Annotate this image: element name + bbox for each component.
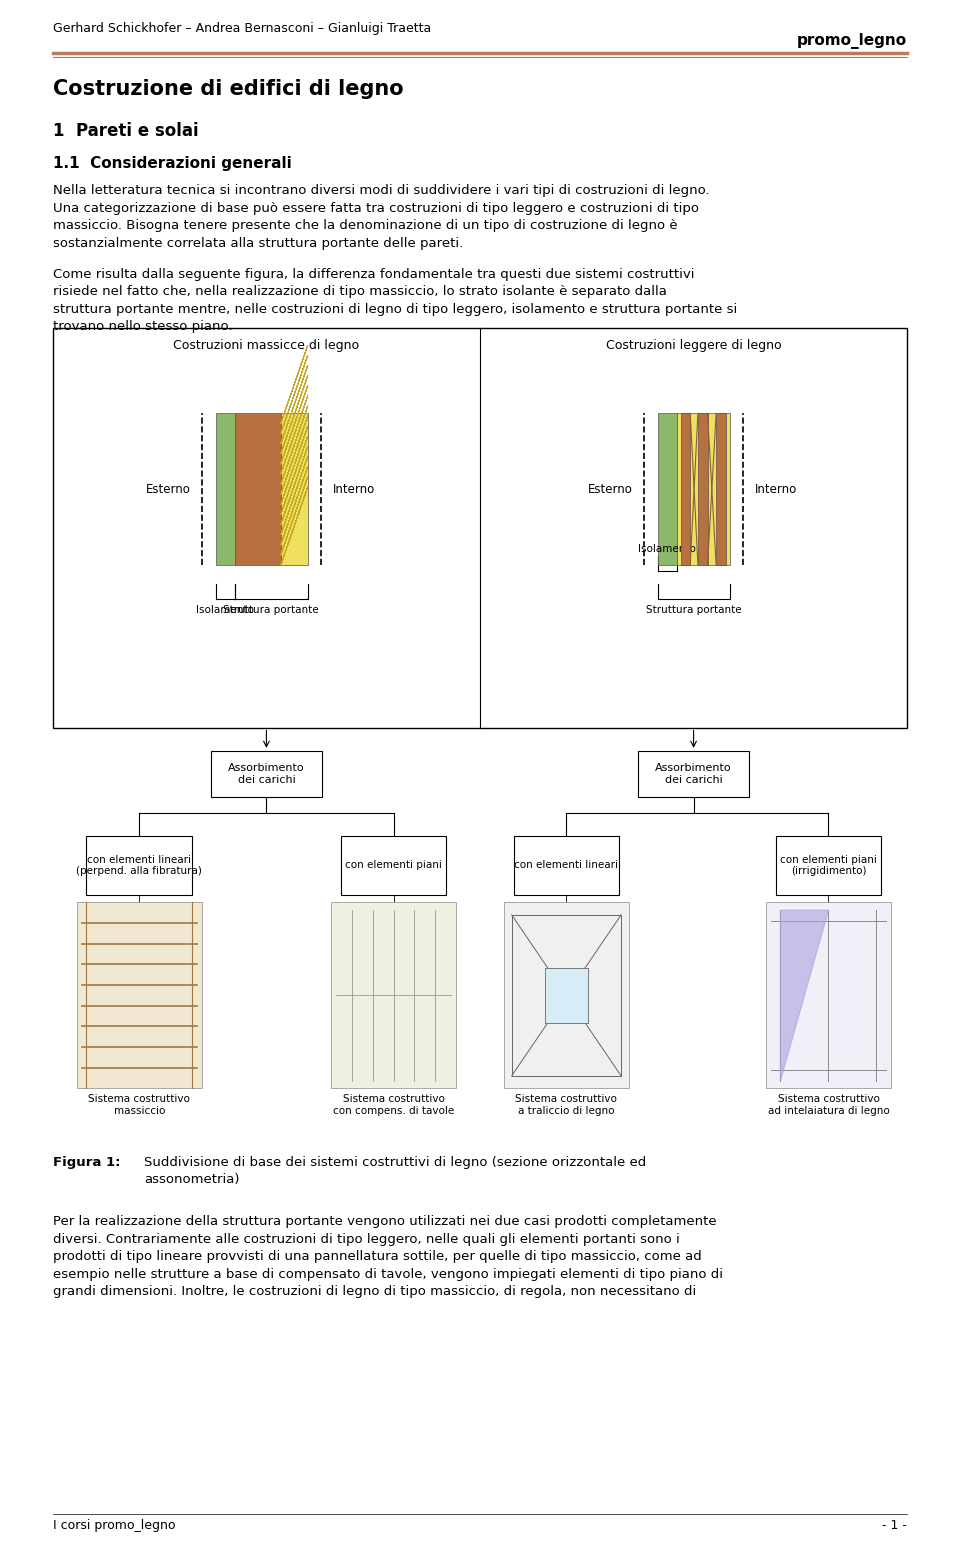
Bar (235, 413, 281, 565)
Text: Assorbimento
dei carichi: Assorbimento dei carichi (228, 763, 304, 785)
Text: Nella letteratura tecnica si incontrano diversi modi di suddividere i vari tipi : Nella letteratura tecnica si incontrano … (53, 184, 709, 249)
Text: con elementi piani: con elementi piani (346, 861, 442, 870)
Text: con elementi piani
(irrigidimento): con elementi piani (irrigidimento) (780, 854, 876, 876)
Text: Interno: Interno (755, 483, 797, 495)
Text: Struttura portante: Struttura portante (224, 605, 319, 615)
Text: Sistema costruttivo
con compens. di tavole: Sistema costruttivo con compens. di tavo… (333, 1094, 454, 1116)
Text: Isolamento: Isolamento (638, 545, 696, 554)
Bar (216, 413, 235, 565)
Bar (776, 836, 881, 895)
Text: Interno: Interno (333, 483, 375, 495)
Text: Sistema costruttivo
massiccio: Sistema costruttivo massiccio (88, 1094, 190, 1116)
Bar (681, 413, 690, 565)
Bar (211, 751, 322, 797)
Text: Gerhard Schickhofer – Andrea Bernasconi – Gianluigi Traetta: Gerhard Schickhofer – Andrea Bernasconi … (53, 22, 431, 34)
Bar (698, 413, 708, 565)
Text: Costruzione di edifici di legno: Costruzione di edifici di legno (53, 79, 403, 99)
Bar (341, 836, 446, 895)
Text: Struttura portante: Struttura portante (646, 605, 741, 615)
Text: I corsi promo_legno: I corsi promo_legno (53, 1519, 176, 1531)
Text: Sistema costruttivo
ad intelaiatura di legno: Sistema costruttivo ad intelaiatura di l… (768, 1094, 889, 1116)
Text: 1  Pareti e solai: 1 Pareti e solai (53, 122, 199, 141)
Text: Esterno: Esterno (146, 483, 190, 495)
Text: Sistema costruttivo
a traliccio di legno: Sistema costruttivo a traliccio di legno (516, 1094, 617, 1116)
Text: Come risulta dalla seguente figura, la differenza fondamentale tra questi due si: Come risulta dalla seguente figura, la d… (53, 268, 737, 333)
Bar (766, 902, 891, 1088)
Bar (716, 413, 726, 565)
Text: con elementi lineari
(perpend. alla fibratura): con elementi lineari (perpend. alla fibr… (76, 854, 203, 876)
Bar (331, 902, 456, 1088)
Bar (77, 902, 202, 1088)
Bar (638, 751, 749, 797)
Bar (512, 915, 621, 1076)
Bar (86, 836, 192, 895)
Bar (544, 968, 588, 1023)
Text: Isolamento: Isolamento (196, 605, 254, 615)
Text: - 1 -: - 1 - (882, 1519, 907, 1531)
Bar (514, 836, 619, 895)
Text: Costruzioni leggere di legno: Costruzioni leggere di legno (606, 339, 781, 351)
Text: Figura 1:: Figura 1: (53, 1156, 120, 1169)
Bar (280, 413, 308, 565)
Text: con elementi lineari: con elementi lineari (515, 861, 618, 870)
Text: Esterno: Esterno (588, 483, 633, 495)
Bar (53, 328, 907, 728)
Polygon shape (780, 910, 828, 1081)
Text: Suddivisione di base dei sistemi costruttivi di legno (sezione orizzontale ed
as: Suddivisione di base dei sistemi costrut… (144, 1156, 646, 1186)
Text: promo_legno: promo_legno (797, 33, 907, 48)
Bar (677, 413, 730, 565)
Text: Costruzioni massicce di legno: Costruzioni massicce di legno (174, 339, 359, 351)
Text: Per la realizzazione della struttura portante vengono utilizzati nei due casi pr: Per la realizzazione della struttura por… (53, 1215, 723, 1299)
Bar (504, 902, 629, 1088)
Text: 1.1  Considerazioni generali: 1.1 Considerazioni generali (53, 156, 292, 172)
Text: Assorbimento
dei carichi: Assorbimento dei carichi (656, 763, 732, 785)
Bar (658, 413, 677, 565)
